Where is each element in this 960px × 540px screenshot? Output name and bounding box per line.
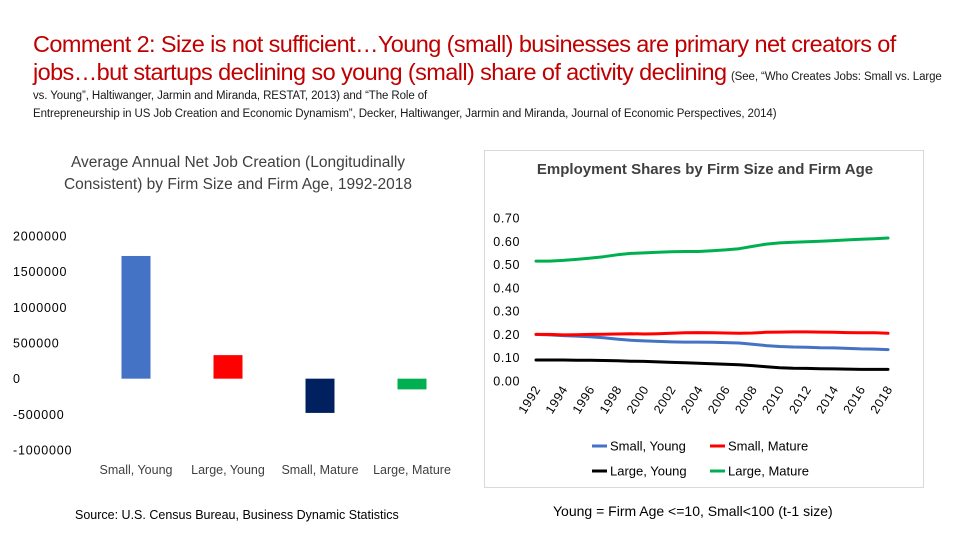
line-xtick-label: 2012: [786, 383, 814, 416]
bar-ytick-label: 0: [13, 372, 21, 386]
legend-label: Small, Young: [610, 439, 686, 454]
series-line-1: [534, 330, 890, 337]
line-ytick-label: 0.10: [493, 351, 520, 365]
line-xtick-label: 2016: [841, 383, 869, 416]
line-xtick-label: 2006: [705, 383, 733, 416]
bar-3: [397, 378, 427, 390]
source-note: Source: U.S. Census Bureau, Business Dyn…: [75, 508, 399, 522]
line-xtick-label: 2018: [868, 383, 896, 416]
line-ytick-label: 0.50: [493, 258, 520, 272]
bar-category-label: Large, Mature: [373, 463, 451, 477]
legend-label: Large, Young: [610, 464, 687, 479]
line-ytick-label: 0.60: [493, 235, 520, 249]
line-xtick-label: 2002: [651, 383, 679, 416]
bar-chart-title: Average Annual Net Job Creation (Longitu…: [63, 154, 413, 193]
line-ytick-label: 0.20: [493, 328, 520, 342]
definition-footnote: Young = Firm Age <=10, Small<100 (t-1 si…: [553, 503, 833, 519]
slide-citation-continued: Entrepreneurship in US Job Creation and …: [33, 108, 777, 120]
line-xtick-label: 2004: [678, 383, 706, 416]
legend-label: Small, Mature: [728, 439, 808, 454]
bar-category-label: Small, Mature: [281, 463, 358, 477]
line-ytick-label: 0.40: [493, 281, 520, 295]
slide-title: Comment 2: Size is not sufficient…Young …: [33, 31, 896, 85]
line-ytick-label: 0.00: [493, 375, 520, 389]
bar-ytick-label: -1000000: [13, 444, 72, 458]
slide-heading: Comment 2: Size is not sufficient…Young …: [33, 30, 948, 122]
bar-ytick-label: 500000: [13, 337, 60, 351]
line-xtick-label: 2008: [732, 383, 760, 416]
series-line-0: [534, 332, 890, 352]
bar-0: [121, 255, 151, 379]
bar-chart: 2000000 1500000 1000000 500000 0 -500000 -1000…: [13, 230, 451, 478]
bar-ytick-label: -500000: [13, 408, 64, 422]
line-xtick-label: 1996: [570, 383, 598, 416]
line-xtick-label: 2014: [814, 383, 842, 416]
legend-label: Large, Mature: [728, 464, 809, 479]
bar-category-label: Large, Young: [191, 463, 265, 477]
bar-ytick-label: 1000000: [13, 301, 67, 315]
bar-ytick-label: 1500000: [13, 265, 67, 279]
series-line-2: [534, 358, 890, 371]
line-xtick-label: 1998: [597, 383, 625, 416]
line-chart-frame: [484, 150, 924, 488]
line-ytick-label: 0.70: [493, 212, 520, 226]
line-xtick-label: 2010: [759, 383, 787, 416]
series-line-3: [534, 236, 890, 263]
bar-ytick-label: 2000000: [13, 230, 67, 244]
line-xtick-label: 2000: [624, 383, 652, 416]
line-ytick-label: 0.30: [493, 305, 520, 319]
slide-citation: (See, “Who Creates Jobs: Small vs. Large…: [33, 71, 942, 102]
bar-2: [305, 378, 335, 413]
bar-1: [213, 355, 243, 379]
line-xtick-label: 1994: [543, 383, 571, 416]
line-chart-title: Employment Shares by Firm Size and Firm …: [536, 161, 874, 178]
bar-category-label: Small, Young: [100, 463, 173, 477]
